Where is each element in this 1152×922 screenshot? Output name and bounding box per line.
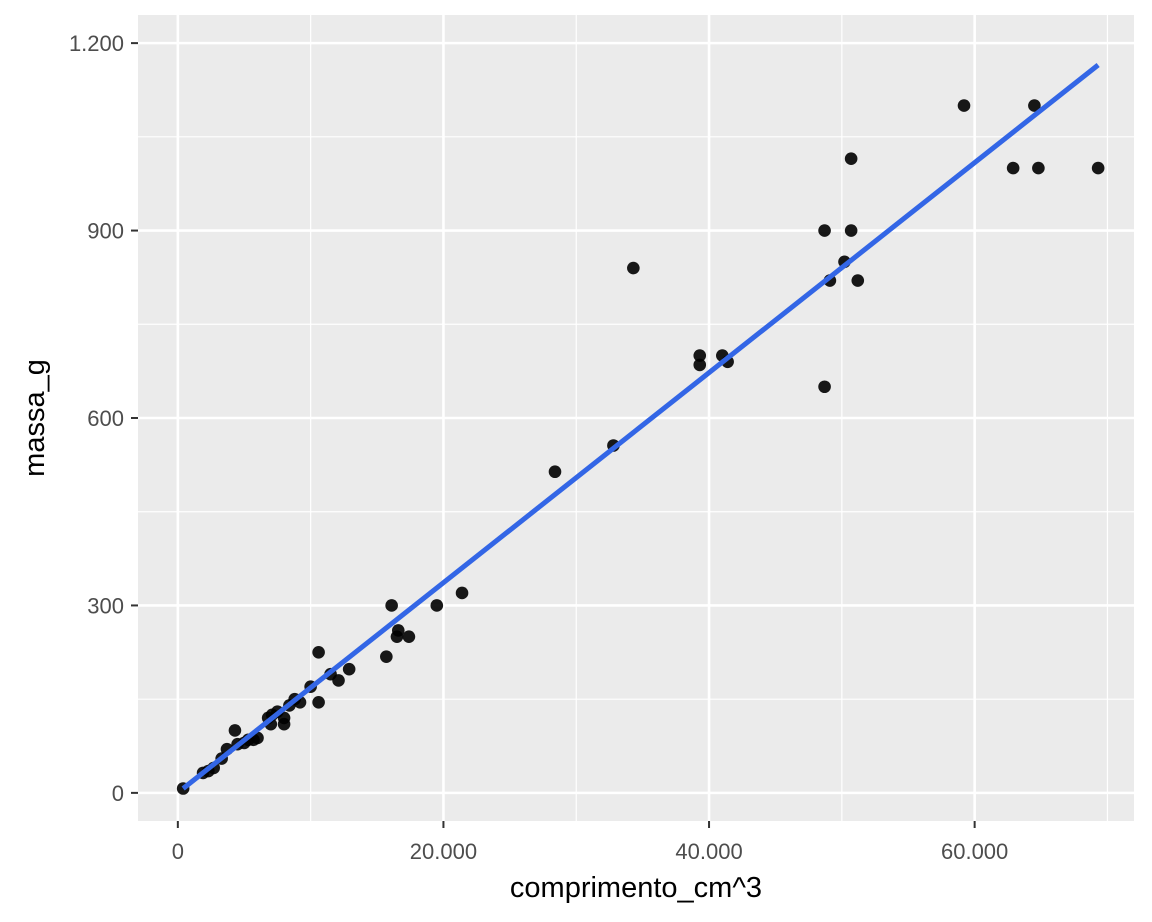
data-point (385, 599, 398, 612)
data-point (851, 274, 865, 287)
data-point (277, 717, 291, 731)
y-axis: 0 300 600 900 1.200 (69, 31, 138, 806)
grid-major (138, 15, 1134, 821)
data-point (312, 646, 325, 659)
x-tick-label: 0 (172, 839, 184, 864)
x-axis-title: comprimento_cm^3 (510, 872, 762, 904)
data-point (1028, 99, 1041, 112)
data-point (1091, 161, 1105, 175)
fit-line-group (181, 63, 1100, 791)
data-point (391, 624, 405, 637)
y-axis-title: massa_g (19, 359, 51, 477)
data-point (332, 674, 345, 687)
data-point (380, 650, 393, 663)
x-tick-label: 40.000 (675, 839, 742, 864)
data-point (430, 599, 444, 612)
y-tick-label: 1.200 (69, 31, 124, 56)
data-point (228, 724, 242, 737)
data-point (844, 152, 858, 166)
y-tick-label: 300 (87, 593, 124, 618)
data-point (548, 465, 562, 479)
data-point (342, 662, 356, 676)
data-point (312, 695, 325, 709)
data-point (1032, 161, 1045, 175)
data-point (455, 586, 469, 600)
data-point (818, 224, 831, 237)
fit-line (181, 63, 1100, 791)
data-point (693, 358, 707, 372)
data-point (818, 380, 831, 394)
y-tick-label: 0 (112, 781, 124, 806)
data-point (844, 224, 858, 237)
data-point (627, 261, 640, 275)
y-tick-label: 600 (87, 406, 124, 431)
x-axis: 0 20.000 40.000 60.000 (172, 821, 1008, 864)
data-point (693, 349, 707, 362)
data-point (1006, 161, 1020, 175)
data-point (402, 630, 416, 643)
y-tick-label: 900 (87, 219, 124, 244)
data-point (957, 99, 971, 112)
x-tick-label: 60.000 (941, 839, 1008, 864)
x-tick-label: 20.000 (410, 839, 477, 864)
